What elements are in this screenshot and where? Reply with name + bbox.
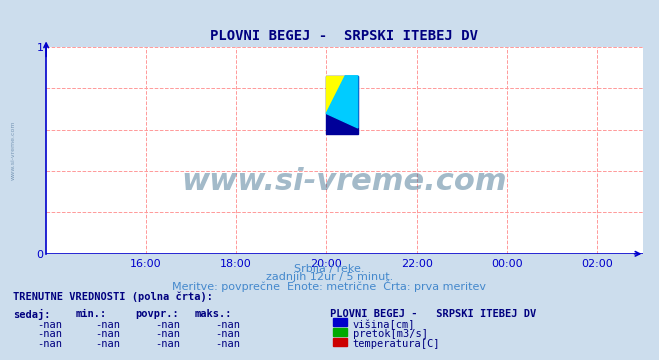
- Text: -nan: -nan: [215, 339, 240, 349]
- Text: temperatura[C]: temperatura[C]: [353, 339, 440, 349]
- Text: -nan: -nan: [156, 329, 181, 339]
- Polygon shape: [326, 76, 358, 134]
- Text: povpr.:: povpr.:: [135, 309, 179, 319]
- Text: Srbija / reke.: Srbija / reke.: [295, 264, 364, 274]
- Text: -nan: -nan: [95, 329, 120, 339]
- Text: sedaj:: sedaj:: [13, 309, 51, 320]
- Text: zadnjih 12ur / 5 minut.: zadnjih 12ur / 5 minut.: [266, 272, 393, 282]
- Text: Meritve: povprečne  Enote: metrične  Črta: prva meritev: Meritve: povprečne Enote: metrične Črta:…: [173, 280, 486, 292]
- Text: -nan: -nan: [95, 320, 120, 330]
- Text: www.si-vreme.com: www.si-vreme.com: [11, 121, 16, 180]
- Text: -nan: -nan: [95, 339, 120, 349]
- Text: maks.:: maks.:: [194, 309, 232, 319]
- Text: -nan: -nan: [37, 339, 62, 349]
- Text: višina[cm]: višina[cm]: [353, 320, 415, 330]
- Polygon shape: [326, 76, 345, 113]
- Text: www.si-vreme.com: www.si-vreme.com: [181, 167, 507, 196]
- Text: -nan: -nan: [37, 329, 62, 339]
- Title: PLOVNI BEGEJ -  SRPSKI ITEBEJ DV: PLOVNI BEGEJ - SRPSKI ITEBEJ DV: [210, 29, 478, 43]
- Text: PLOVNI BEGEJ -   SRPSKI ITEBEJ DV: PLOVNI BEGEJ - SRPSKI ITEBEJ DV: [330, 309, 536, 319]
- Text: pretok[m3/s]: pretok[m3/s]: [353, 329, 428, 339]
- Text: -nan: -nan: [215, 329, 240, 339]
- Text: TRENUTNE VREDNOSTI (polna črta):: TRENUTNE VREDNOSTI (polna črta):: [13, 292, 213, 302]
- Text: -nan: -nan: [156, 320, 181, 330]
- Polygon shape: [326, 76, 358, 128]
- Text: -nan: -nan: [37, 320, 62, 330]
- Text: -nan: -nan: [156, 339, 181, 349]
- Text: -nan: -nan: [215, 320, 240, 330]
- Text: min.:: min.:: [76, 309, 107, 319]
